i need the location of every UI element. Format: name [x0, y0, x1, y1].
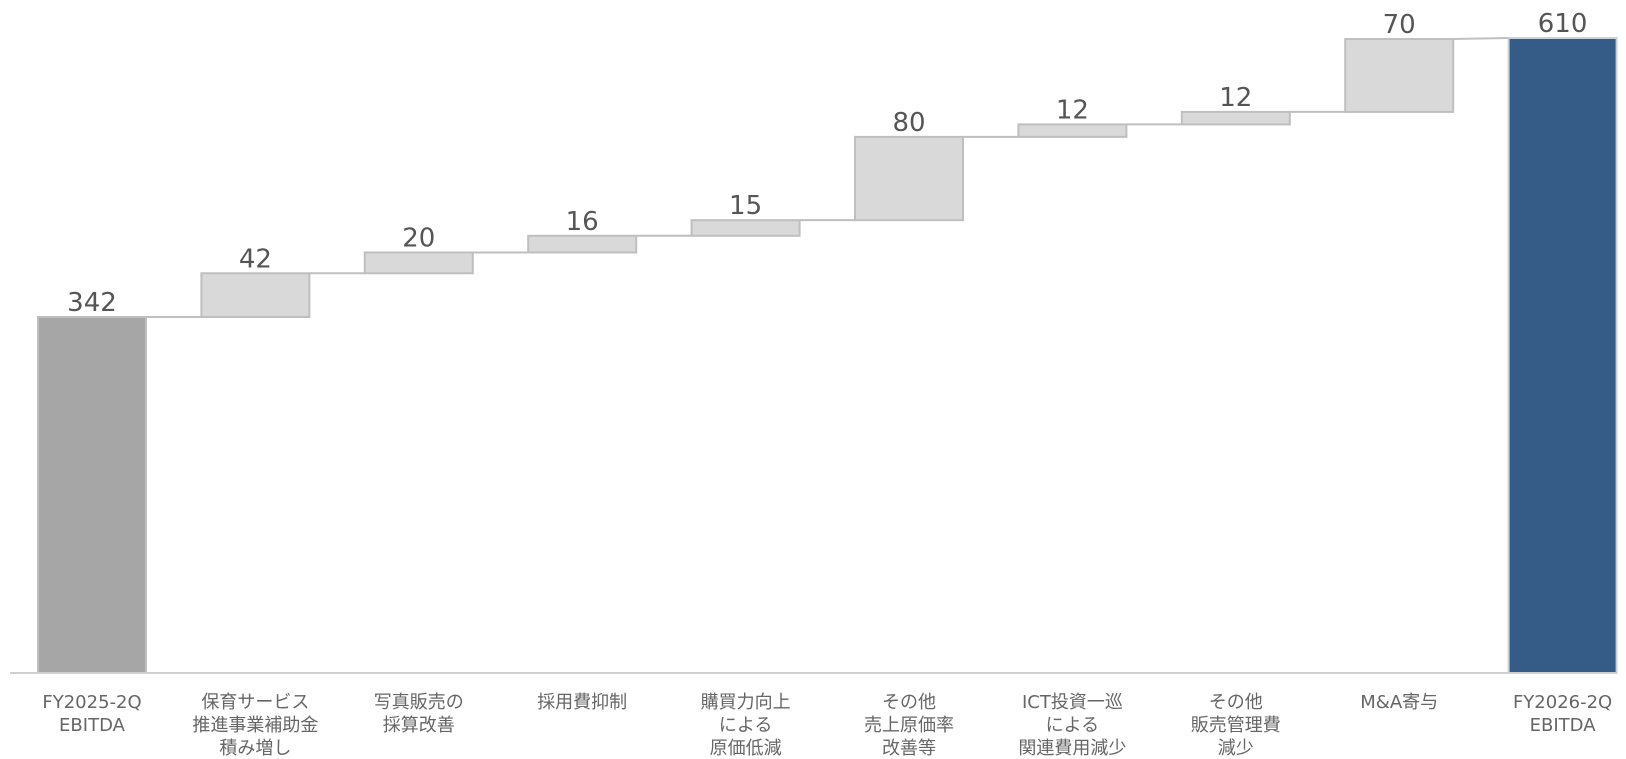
category-label-line: による [719, 715, 772, 736]
category-label-line: 保育サービス [201, 692, 309, 713]
value-label-3: 16 [566, 207, 599, 237]
value-label-1: 42 [239, 244, 272, 274]
category-label-7: その他販売管理費減少 [1191, 692, 1281, 759]
bar-9 [1507, 37, 1618, 674]
category-label-8: M&A寄与 [1360, 692, 1438, 713]
value-labels-layer: 342 42 20 16 15 80 12 12 70 610 [67, 9, 1587, 318]
category-label-1: 保育サービス推進事業補助金積み増し [192, 692, 318, 759]
value-label-9: 610 [1538, 9, 1588, 39]
connector-9 [1453, 37, 1509, 41]
category-label-line: FY2026-2Q [1513, 692, 1612, 713]
category-label-line: EBITDA [59, 715, 126, 736]
bar-5 [854, 135, 964, 222]
category-label-line: による [1046, 715, 1099, 736]
category-label-line: EBITDA [1530, 715, 1597, 736]
value-label-8: 70 [1383, 10, 1416, 40]
category-label-line: 原価低減 [710, 738, 782, 759]
value-label-2: 20 [402, 223, 435, 253]
category-label-line: 売上原価率 [864, 715, 954, 736]
bar-6 [1017, 123, 1128, 138]
bar-2 [363, 251, 474, 275]
category-label-line: 減少 [1218, 738, 1254, 759]
bar-1 [200, 272, 311, 318]
category-label-5: その他売上原価率改善等 [864, 692, 954, 759]
value-label-6: 12 [1056, 95, 1089, 125]
bar-0 [37, 315, 147, 674]
category-label-line: ICT投資一巡 [1022, 692, 1123, 713]
value-label-0: 342 [67, 288, 117, 318]
category-label-line: FY2025-2Q [42, 692, 141, 713]
category-label-4: 購買力向上による原価低減 [701, 692, 791, 759]
bar-7 [1180, 110, 1291, 126]
category-label-6: ICT投資一巡による関連費用減少 [1018, 692, 1126, 759]
category-label-2: 写真販売の採算改善 [374, 692, 464, 736]
category-label-line: その他 [882, 692, 936, 713]
value-label-4: 15 [729, 191, 762, 221]
category-label-3: 採用費抑制 [537, 692, 627, 713]
category-label-line: 推進事業補助金 [192, 715, 318, 736]
value-label-5: 80 [892, 108, 925, 138]
category-label-line: 購買力向上 [701, 692, 791, 713]
category-label-line: 販売管理費 [1191, 715, 1281, 736]
bars-layer [37, 37, 1618, 674]
category-label-line: 採用費抑制 [537, 692, 627, 713]
bar-4 [690, 219, 801, 237]
category-labels-layer: FY2025-2Q EBITDA保育サービス推進事業補助金積み増し写真販売の採算改… [42, 692, 1612, 759]
category-label-line: 写真販売の [374, 692, 464, 713]
category-label-line: 改善等 [882, 738, 936, 759]
category-label-line: 積み増し [219, 738, 291, 759]
bar-8 [1344, 38, 1455, 113]
category-label-line: 関連費用減少 [1018, 738, 1126, 759]
category-label-9: FY2026-2Q EBITDA [1513, 692, 1612, 736]
connectors-layer [146, 37, 1509, 318]
category-label-0: FY2025-2Q EBITDA [42, 692, 141, 736]
value-label-7: 12 [1219, 83, 1252, 113]
category-label-line: 採算改善 [383, 715, 455, 736]
category-label-line: M&A寄与 [1360, 692, 1438, 713]
category-label-line: その他 [1209, 692, 1263, 713]
bar-3 [527, 234, 638, 254]
